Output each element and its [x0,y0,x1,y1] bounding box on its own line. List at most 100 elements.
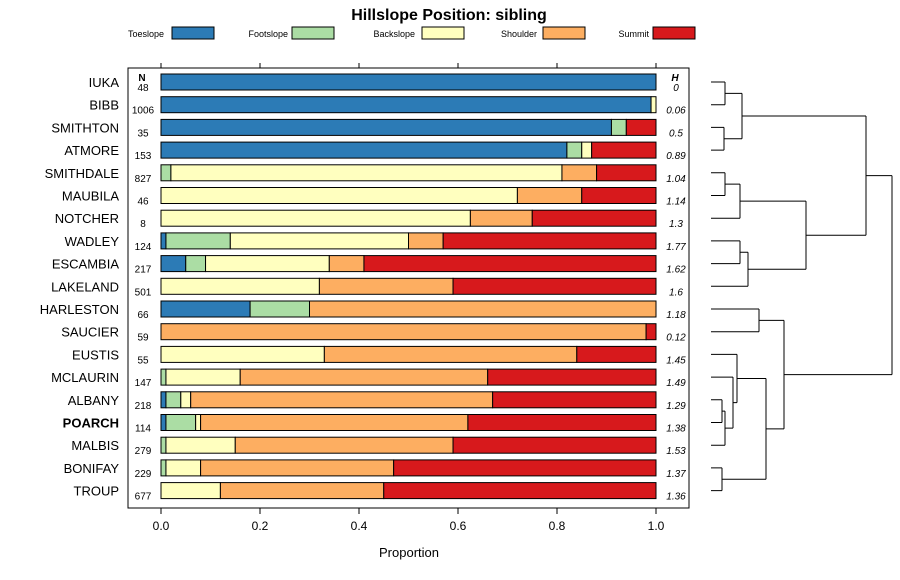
bar-segment-backslope [581,141,593,159]
bar-segment-shoulder [323,345,578,363]
row-label: MAUBILA [62,189,119,204]
x-tick-label: 0.0 [153,519,170,533]
n-header: N [138,73,145,84]
dendrogram-branch [724,92,743,140]
bar-segment-summit [467,414,657,431]
row-label: TROUP [74,484,120,499]
row-label: ALBANY [68,393,120,408]
row-label: NOTCHER [55,211,119,226]
bar-row-poarch: POARCH 114 1.38 [63,414,686,435]
row-n-value: 147 [135,378,152,389]
row-h-value: 1.37 [666,469,686,480]
bar-segment-shoulder [516,187,583,204]
dendrogram-branch [711,172,726,196]
bar-row-albany: ALBANY 218 1.29 [68,391,686,412]
row-n-value: 1006 [132,106,155,117]
x-tick-label: 0.2 [252,519,269,533]
row-h-value: 0.89 [666,151,686,162]
bar-segment-footslope [566,141,583,159]
bar-segment-summit [452,436,657,454]
bar-segment-toeslope [160,118,612,136]
row-label: EUSTIS [72,347,119,362]
plot-frame [127,67,690,509]
bar-row-bibb: BIBB 1006 0.06 [89,96,686,117]
bar-row-escambia: ESCAMBIA 217 1.62 [52,255,686,276]
bar-segment-summit [393,459,657,477]
bar-row-harleston: HARLESTON 66 1.18 [40,300,686,321]
bar-segment-toeslope [160,73,657,91]
bar-segment-summit [645,323,657,341]
row-n-value: 59 [137,333,149,344]
row-label: POARCH [63,416,119,431]
row-h-value: 1.49 [666,378,686,389]
bar-segment-toeslope [160,96,652,114]
bar-segment-toeslope [160,300,251,318]
row-n-value: 55 [137,355,149,366]
row-label: LAKELAND [51,279,119,294]
bar-segment-backslope [195,414,202,431]
bar-segment-footslope [160,164,172,182]
dendrogram-branch [711,81,726,106]
legend-swatch-footslope [291,26,335,40]
bar-segment-backslope [160,209,471,227]
dendrogram-branch [711,308,760,333]
row-h-value: 1.29 [666,401,686,412]
dendrogram-branch [740,200,807,270]
row-n-value: 153 [135,151,152,162]
x-tick-label: 0.4 [351,519,368,533]
dendrogram-branch [784,175,893,376]
bar-segment-shoulder [200,459,395,477]
row-n-value: 114 [135,424,151,435]
row-h-value: 0.5 [669,128,683,139]
row-h-value: 1.38 [666,424,686,435]
bar-row-saucier: SAUCIER 59 0.12 [61,323,686,344]
bar-segment-backslope [205,255,330,273]
row-n-value: 35 [137,128,149,139]
row-n-value: 218 [135,401,152,412]
h-header: H [671,73,679,84]
bar-row-iuka: IUKA 48 0 [89,73,679,94]
bar-row-bonifay: BONIFAY 229 1.37 [64,459,686,480]
legend-label-summit: Summit [618,29,649,39]
bar-row-mclaurin: MCLAURIN 147 1.49 [51,368,686,389]
bar-row-atmore: ATMORE 153 0.89 [64,141,686,162]
legend-swatch-summit [652,26,696,40]
bar-segment-summit [625,118,657,136]
bar-segment-summit [383,482,657,500]
dendrogram-branch [711,399,723,423]
bar-segment-summit [576,345,657,363]
x-tick-label: 0.6 [450,519,467,533]
bar-segment-footslope [165,391,182,409]
bar-segment-footslope [610,118,627,136]
bar-segment-backslope [165,459,202,477]
row-label: SAUCIER [61,325,119,340]
row-h-value: 1.14 [666,197,686,208]
bar-segment-shoulder [469,209,533,227]
bar-segment-footslope [160,368,167,386]
chart-title: Hillslope Position: sibling [351,7,547,24]
bar-row-maubila: MAUBILA 46 1.14 [62,187,686,208]
bar-segment-backslope [160,187,518,204]
dendrogram-branch [711,251,749,287]
bar-segment-shoulder [160,323,647,341]
row-n-value: 66 [137,310,149,321]
bar-segment-footslope [249,300,311,318]
bar-segment-shoulder [328,255,365,273]
bar-segment-summit [492,391,657,409]
bar-segment-summit [452,277,657,295]
bar-segment-shoulder [408,232,444,250]
bar-row-lakeland: LAKELAND 501 1.6 [51,277,683,298]
dendrogram-branch [759,319,785,430]
row-h-value: 1.53 [666,446,686,457]
row-n-value: 827 [135,174,152,185]
x-tick-label: 1.0 [648,519,665,533]
x-tick-label: 0.8 [549,519,566,533]
row-h-value: 0 [673,83,679,94]
bar-segment-backslope [165,368,241,386]
dendrogram-branch [711,467,723,492]
bar-segment-footslope [160,436,167,454]
row-label: ATMORE [64,143,119,158]
row-n-value: 8 [140,219,146,230]
bar-segment-footslope [160,459,167,477]
